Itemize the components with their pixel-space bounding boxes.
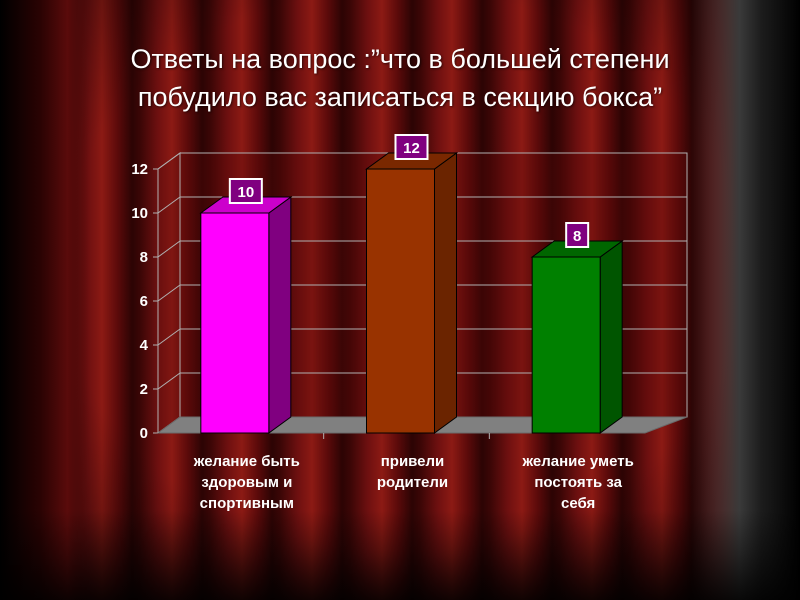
bar xyxy=(200,212,270,434)
x-category-label: желание уметь xyxy=(521,453,633,470)
y-tick-label: 4 xyxy=(140,337,149,354)
bar-side-face xyxy=(434,152,457,434)
x-category-label: желание быть xyxy=(193,453,300,470)
right-curtain-decoration xyxy=(690,0,800,600)
bottom-shadow-decoration xyxy=(0,510,800,600)
gridline-depth xyxy=(157,152,181,170)
x-category-label: постоять за xyxy=(534,474,622,491)
y-tick-label: 10 xyxy=(131,205,148,222)
bar xyxy=(366,168,435,434)
y-tick-label: 12 xyxy=(131,161,148,178)
left-curtain-decoration xyxy=(0,0,90,600)
gridline-depth xyxy=(157,328,181,346)
data-label-box xyxy=(394,134,429,160)
gridline-depth xyxy=(157,284,181,302)
x-category-label: здоровым и xyxy=(201,474,292,491)
y-tick-label: 6 xyxy=(140,293,148,310)
data-label-box xyxy=(228,178,263,204)
data-label-box xyxy=(565,222,590,248)
data-label: 10 xyxy=(237,184,254,201)
gridline-depth xyxy=(157,240,181,258)
data-label: 12 xyxy=(403,140,420,157)
slide-title-line-2: побудило вас записаться в секцию бокса” xyxy=(137,82,663,112)
data-label: 8 xyxy=(573,228,581,245)
gridline-depth xyxy=(157,372,181,390)
x-category-label: родители xyxy=(377,474,448,491)
x-category-label: себя xyxy=(561,495,595,512)
x-category-label: спортивным xyxy=(200,495,294,512)
bar-side-face xyxy=(268,196,292,434)
y-tick-label: 8 xyxy=(140,249,148,266)
x-category-label: привели xyxy=(381,453,445,470)
bar xyxy=(531,256,601,434)
bar-side-face xyxy=(599,240,623,434)
y-tick-label: 0 xyxy=(140,425,148,442)
gridline-depth xyxy=(157,196,181,214)
slide-title-line-1: Ответы на вопрос :”что в большей степени xyxy=(130,44,670,74)
y-tick-label: 2 xyxy=(140,381,148,398)
slide-title: Ответы на вопрос :”что в большей степени… xyxy=(60,40,740,116)
